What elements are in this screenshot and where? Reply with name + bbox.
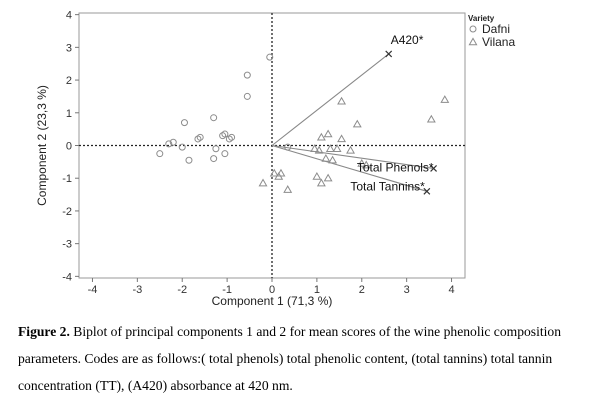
vilana-point: [258, 178, 268, 187]
x-tick-label: 1: [314, 284, 320, 296]
vilana-point: [337, 134, 347, 143]
loading-vector: [271, 53, 390, 146]
dafni-point: [156, 150, 164, 158]
x-tick-label: -1: [222, 284, 232, 296]
vilana-legend-marker: [468, 37, 478, 46]
vilana-point: [312, 171, 322, 180]
dafni-point: [243, 92, 251, 100]
vilana-point: [325, 144, 335, 152]
vector-endpoint: [385, 50, 393, 58]
dafni-point: [194, 135, 202, 143]
y-tick-label: -2: [62, 206, 72, 218]
y-tick-label: -3: [62, 239, 72, 251]
vilana-point: [346, 145, 356, 154]
vilana-point: [426, 114, 436, 123]
dafni-point: [169, 138, 177, 146]
vector-label: Total Tannins*: [350, 179, 425, 193]
caption-text: Biplot of principal components 1 and 2 f…: [18, 324, 562, 393]
x-tick-label: 0: [269, 284, 275, 296]
vilana-point: [276, 168, 286, 177]
y-tick-label: 0: [66, 141, 72, 153]
caption-label: Figure 2.: [18, 324, 70, 339]
legend-title: Variety: [468, 14, 495, 23]
dafni-point: [178, 143, 186, 151]
y-tick-label: -4: [62, 271, 72, 283]
vilana-point: [440, 95, 450, 103]
vilana-point: [328, 155, 338, 164]
vilana-point: [316, 178, 326, 187]
vilana-point: [323, 173, 333, 182]
legend-entry-label: Vilana: [482, 35, 515, 49]
x-tick-label: 2: [359, 284, 365, 296]
vector-label: Total Phenols*: [357, 160, 434, 174]
x-axis-title: Component 1 (71,3 %): [212, 294, 333, 308]
figure-caption: Figure 2. Biplot of principal components…: [18, 318, 596, 399]
vector-endpoint: [423, 187, 431, 195]
y-tick-label: 4: [66, 10, 72, 22]
vilana-point: [332, 144, 342, 152]
dafni-point: [221, 130, 229, 138]
y-axis-title: Component 2 (23,3 %): [35, 85, 49, 206]
legend-entry-label: Dafni: [482, 22, 510, 36]
dafni-point: [284, 143, 292, 151]
vilana-point: [323, 129, 333, 138]
vilana-point: [337, 96, 347, 105]
vilana-point: [283, 185, 293, 193]
y-tick-label: 2: [66, 75, 72, 87]
x-tick-label: 3: [404, 284, 410, 296]
dafni-point: [221, 150, 229, 158]
dafni-point: [243, 71, 251, 79]
biplot-chart: -4 -3 -2 -1 0 1 2 3 4 -4 -3 -2 -1 0 1 2 3 4 A420* Total Ph…: [35, 10, 515, 308]
x-tick-label: -2: [177, 284, 187, 296]
dafni-legend-marker: [469, 25, 477, 33]
loading-vector: [271, 144, 434, 169]
vector-label: A420*: [391, 33, 424, 47]
y-tick-label: 3: [66, 42, 72, 54]
dafni-point: [212, 145, 220, 153]
vilana-point: [314, 145, 324, 154]
vilana-point: [361, 160, 371, 169]
x-tick-label: 4: [448, 284, 454, 296]
vilana-point: [316, 132, 326, 141]
vilana-point: [269, 168, 279, 177]
dafni-point: [210, 155, 218, 163]
vector-endpoint: [430, 164, 438, 172]
vilana-point: [352, 119, 362, 128]
vilana-point: [310, 144, 320, 152]
x-tick-label: -3: [132, 284, 142, 296]
dafni-point: [185, 156, 193, 164]
dafni-point: [165, 140, 173, 148]
dafni-point: [180, 119, 188, 127]
dafni-point: [266, 53, 274, 61]
x-tick-label: -4: [88, 284, 98, 296]
y-tick-label: -1: [62, 173, 72, 185]
y-tick-label: 1: [66, 108, 72, 120]
vilana-point: [357, 158, 367, 167]
vilana-point: [321, 153, 331, 162]
loading-vector: [271, 144, 428, 192]
dafni-point: [210, 114, 218, 122]
dafni-point: [228, 133, 236, 141]
